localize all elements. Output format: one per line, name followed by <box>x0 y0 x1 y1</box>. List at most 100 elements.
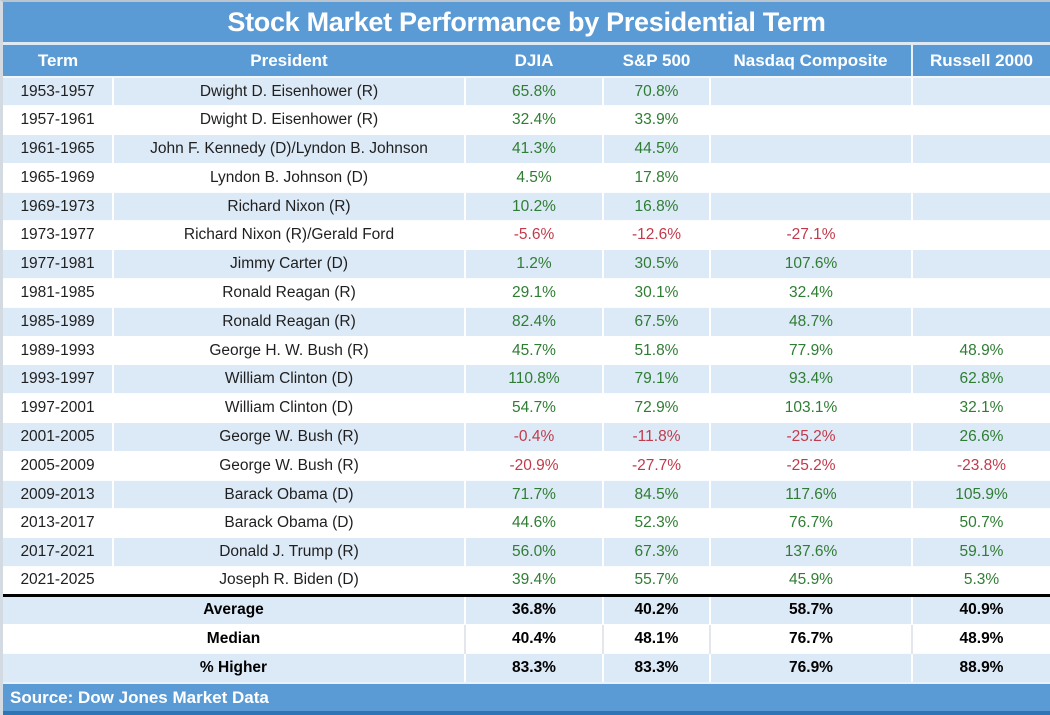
summary-row: Average 36.8% 40.2% 58.7% 40.9% <box>3 593 1050 625</box>
nasdaq-cell <box>709 162 912 193</box>
president-cell: George H. W. Bush (R) <box>112 335 465 365</box>
djia-cell: 39.4% <box>464 566 603 596</box>
nasdaq-cell <box>709 76 912 106</box>
table-row: 1973-1977 Richard Nixon (R)/Gerald Ford … <box>3 220 1050 250</box>
russell2000-cell <box>911 134 1050 164</box>
summary-row: % Higher 83.3% 83.3% 76.9% 88.9% <box>3 652 1050 683</box>
djia-cell: 110.8% <box>464 364 603 394</box>
summary-row: Median 40.4% 48.1% 76.7% 48.9% <box>3 623 1050 654</box>
russell2000-cell: 48.9% <box>911 335 1050 365</box>
nasdaq-cell: 93.4% <box>709 364 912 394</box>
source-note: Source: Dow Jones Market Data <box>3 682 1050 715</box>
table-row: 1961-1965 John F. Kennedy (D)/Lyndon B. … <box>3 134 1050 164</box>
russell2000-cell <box>911 249 1050 279</box>
russell2000-cell: 105.9% <box>911 479 1050 509</box>
president-cell: Lyndon B. Johnson (D) <box>112 162 465 193</box>
table-row: 2013-2017 Barack Obama (D) 44.6% 52.3% 7… <box>3 508 1050 538</box>
president-cell: William Clinton (D) <box>112 364 465 394</box>
russell2000-summary-cell: 40.9% <box>911 593 1050 625</box>
table-row: 1957-1961 Dwight D. Eisenhower (R) 32.4%… <box>3 105 1050 135</box>
col-header-russell2000: Russell 2000 <box>911 45 1050 78</box>
sp500-cell: 30.1% <box>602 278 710 308</box>
sp500-cell: 17.8% <box>602 162 710 193</box>
nasdaq-cell: 117.6% <box>709 479 912 509</box>
djia-cell: -20.9% <box>464 450 603 481</box>
term-cell: 1969-1973 <box>3 191 113 221</box>
table-row: 1981-1985 Ronald Reagan (R) 29.1% 30.1% … <box>3 278 1050 308</box>
term-cell: 1957-1961 <box>3 105 113 135</box>
nasdaq-cell: -27.1% <box>709 220 912 250</box>
djia-cell: 71.7% <box>464 479 603 509</box>
sp500-cell: 51.8% <box>602 335 710 365</box>
term-cell: 1981-1985 <box>3 278 113 308</box>
president-cell: Dwight D. Eisenhower (R) <box>112 76 465 106</box>
nasdaq-cell: 137.6% <box>709 537 912 567</box>
president-cell: Ronald Reagan (R) <box>112 278 465 308</box>
president-cell: Dwight D. Eisenhower (R) <box>112 105 465 135</box>
sp500-cell: 72.9% <box>602 393 710 423</box>
sp500-cell: 33.9% <box>602 105 710 135</box>
header-row: Term President DJIA S&P 500 Nasdaq Compo… <box>3 45 1050 78</box>
president-cell: Jimmy Carter (D) <box>112 249 465 279</box>
russell2000-cell <box>911 220 1050 250</box>
russell2000-cell: 50.7% <box>911 508 1050 538</box>
russell2000-cell: -23.8% <box>911 450 1050 481</box>
djia-cell: -5.6% <box>464 220 603 250</box>
table-row: 1989-1993 George H. W. Bush (R) 45.7% 51… <box>3 335 1050 365</box>
term-cell: 2021-2025 <box>3 566 113 596</box>
term-cell: 2001-2005 <box>3 422 113 452</box>
djia-cell: 1.2% <box>464 249 603 279</box>
term-cell: 2009-2013 <box>3 479 113 509</box>
table-row: 1953-1957 Dwight D. Eisenhower (R) 65.8%… <box>3 76 1050 106</box>
nasdaq-cell: 76.7% <box>709 508 912 538</box>
russell2000-cell: 32.1% <box>911 393 1050 423</box>
nasdaq-cell: -25.2% <box>709 422 912 452</box>
djia-cell: 54.7% <box>464 393 603 423</box>
term-cell: 1985-1989 <box>3 306 113 337</box>
summary-label: % Higher <box>3 652 465 683</box>
sp500-summary-cell: 48.1% <box>602 623 710 654</box>
term-cell: 1973-1977 <box>3 220 113 250</box>
russell2000-cell <box>911 105 1050 135</box>
djia-cell: 56.0% <box>464 537 603 567</box>
russell2000-cell <box>911 306 1050 337</box>
sp500-cell: 70.8% <box>602 76 710 106</box>
russell2000-cell: 5.3% <box>911 566 1050 596</box>
table-row: 1969-1973 Richard Nixon (R) 10.2% 16.8% <box>3 191 1050 221</box>
term-cell: 2017-2021 <box>3 537 113 567</box>
president-cell: Richard Nixon (R) <box>112 191 465 221</box>
russell2000-cell <box>911 278 1050 308</box>
nasdaq-cell: 77.9% <box>709 335 912 365</box>
russell2000-cell: 62.8% <box>911 364 1050 394</box>
president-cell: Barack Obama (D) <box>112 479 465 509</box>
table-row: 2021-2025 Joseph R. Biden (D) 39.4% 55.7… <box>3 566 1050 596</box>
russell2000-summary-cell: 88.9% <box>911 652 1050 683</box>
term-cell: 1953-1957 <box>3 76 113 106</box>
russell2000-cell: 26.6% <box>911 422 1050 452</box>
term-cell: 2013-2017 <box>3 508 113 538</box>
djia-cell: 29.1% <box>464 278 603 308</box>
sp500-cell: 52.3% <box>602 508 710 538</box>
sp500-cell: 67.3% <box>602 537 710 567</box>
sp500-cell: -11.8% <box>602 422 710 452</box>
djia-summary-cell: 40.4% <box>464 623 603 654</box>
table-row: 1993-1997 William Clinton (D) 110.8% 79.… <box>3 364 1050 394</box>
nasdaq-summary-cell: 58.7% <box>709 593 912 625</box>
djia-cell: -0.4% <box>464 422 603 452</box>
summary-label: Median <box>3 623 465 654</box>
table-row: 2001-2005 George W. Bush (R) -0.4% -11.8… <box>3 422 1050 452</box>
nasdaq-cell: 103.1% <box>709 393 912 423</box>
col-header-djia: DJIA <box>465 45 603 78</box>
page-title: Stock Market Performance by Presidential… <box>3 2 1050 45</box>
president-cell: William Clinton (D) <box>112 393 465 423</box>
russell2000-cell <box>911 191 1050 221</box>
sp500-summary-cell: 40.2% <box>602 593 710 625</box>
president-cell: George W. Bush (R) <box>112 450 465 481</box>
nasdaq-cell <box>709 191 912 221</box>
djia-cell: 65.8% <box>464 76 603 106</box>
nasdaq-cell <box>709 105 912 135</box>
table-row: 2009-2013 Barack Obama (D) 71.7% 84.5% 1… <box>3 479 1050 509</box>
table-row: 2017-2021 Donald J. Trump (R) 56.0% 67.3… <box>3 537 1050 567</box>
president-cell: Barack Obama (D) <box>112 508 465 538</box>
